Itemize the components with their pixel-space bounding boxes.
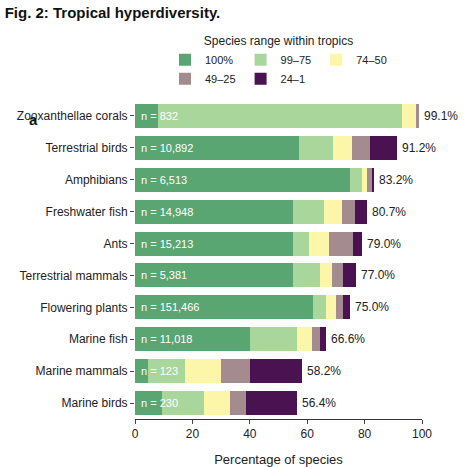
svg-text:91.2%: 91.2% [402, 141, 436, 155]
svg-text:n = 832: n = 832 [141, 110, 178, 122]
svg-text:20: 20 [186, 427, 200, 441]
svg-text:0: 0 [132, 427, 139, 441]
svg-text:Terrestrial birds: Terrestrial birds [46, 141, 128, 155]
svg-text:75.0%: 75.0% [355, 300, 389, 314]
svg-text:100: 100 [412, 427, 432, 441]
svg-text:49–25: 49–25 [205, 73, 236, 85]
svg-text:74–50: 74–50 [356, 54, 387, 66]
svg-text:58.2%: 58.2% [307, 364, 341, 378]
svg-text:Fig. 2: Tropical hyperdiversit: Fig. 2: Tropical hyperdiversity. [5, 4, 221, 21]
svg-text:83.2%: 83.2% [379, 173, 413, 187]
svg-text:Flowering plants: Flowering plants [40, 301, 127, 315]
svg-text:Marine birds: Marine birds [62, 396, 128, 410]
svg-text:n = 5,381: n = 5,381 [141, 269, 187, 281]
svg-text:56.4%: 56.4% [302, 396, 336, 410]
svg-text:80.7%: 80.7% [372, 205, 406, 219]
svg-text:24–1: 24–1 [281, 73, 305, 85]
svg-text:Terrestrial mammals: Terrestrial mammals [20, 269, 128, 283]
svg-text:77.0%: 77.0% [361, 268, 395, 282]
svg-text:80: 80 [358, 427, 372, 441]
svg-text:n = 10,892: n = 10,892 [141, 142, 193, 154]
svg-text:n = 14,948: n = 14,948 [141, 206, 193, 218]
svg-text:n = 11,018: n = 11,018 [141, 333, 192, 345]
svg-text:Species range within tropics: Species range within tropics [204, 34, 353, 48]
svg-text:66.6%: 66.6% [331, 332, 365, 346]
svg-text:Ants: Ants [104, 237, 128, 251]
svg-text:Percentage of species: Percentage of species [214, 452, 343, 467]
svg-text:Freshwater fish: Freshwater fish [46, 205, 128, 219]
svg-text:40: 40 [243, 427, 257, 441]
svg-text:n = 15,213: n = 15,213 [141, 238, 193, 250]
svg-text:a: a [29, 111, 38, 128]
svg-text:Marine fish: Marine fish [69, 332, 128, 346]
svg-text:n = 123: n = 123 [141, 365, 178, 377]
svg-text:100%: 100% [205, 54, 233, 66]
svg-text:Zooxanthellae corals: Zooxanthellae corals [17, 109, 128, 123]
svg-text:Marine mammals: Marine mammals [36, 364, 128, 378]
svg-text:99–75: 99–75 [281, 54, 312, 66]
svg-text:Amphibians: Amphibians [65, 173, 128, 187]
svg-text:n = 6,513: n = 6,513 [141, 174, 187, 186]
svg-text:n = 151,466: n = 151,466 [141, 301, 199, 313]
svg-text:99.1%: 99.1% [424, 109, 458, 123]
svg-text:60: 60 [301, 427, 315, 441]
svg-text:n = 230: n = 230 [141, 397, 178, 409]
svg-text:79.0%: 79.0% [367, 237, 401, 251]
